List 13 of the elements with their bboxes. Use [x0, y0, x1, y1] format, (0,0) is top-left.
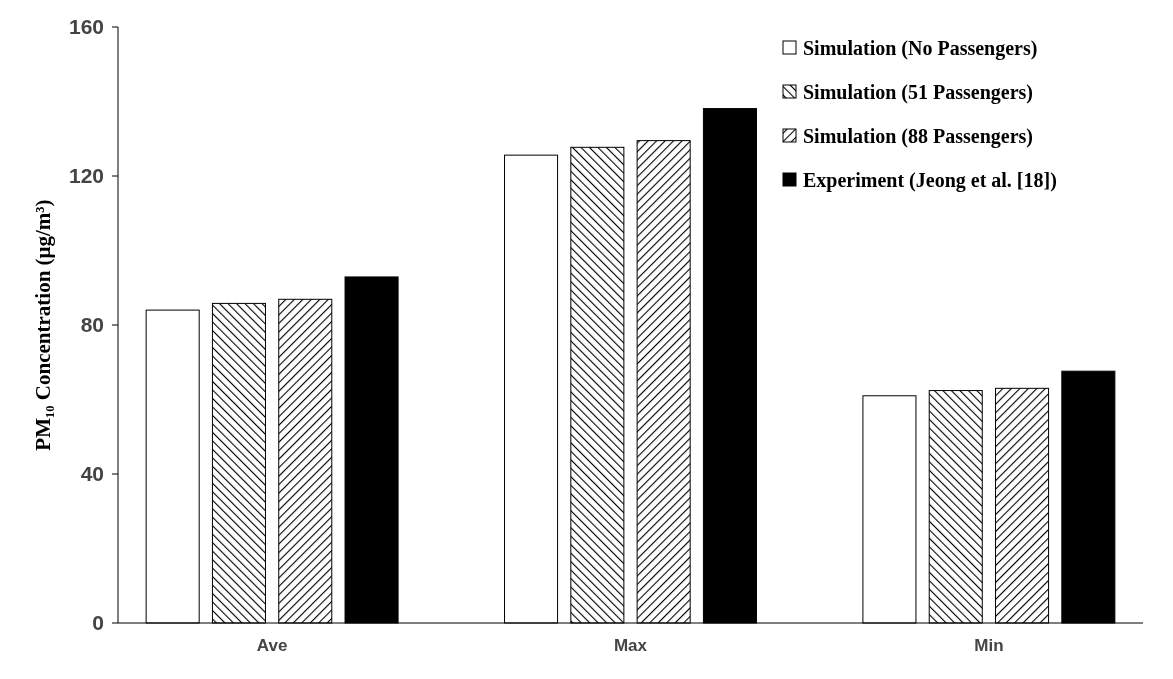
legend-label: Simulation (88 Passengers)	[803, 125, 1033, 148]
legend-label: Experiment (Jeong et al. [18])	[803, 169, 1057, 192]
y-tick-label: 120	[68, 164, 104, 188]
legend-label: Simulation (No Passengers)	[803, 37, 1038, 60]
x-tick-label: Ave	[256, 636, 288, 655]
y-tick-label: 0	[92, 611, 104, 635]
legend-label: Simulation (51 Passengers)	[803, 81, 1033, 104]
y-tick-label: 160	[68, 15, 104, 39]
y-tick-label: 40	[80, 462, 104, 486]
x-tick-label: Max	[613, 636, 648, 655]
y-tick-label: 80	[80, 313, 104, 337]
y-axis-title: PM₁₀ Concentration (μg/m³)	[31, 199, 55, 451]
x-tick-label: Min	[974, 636, 1004, 655]
